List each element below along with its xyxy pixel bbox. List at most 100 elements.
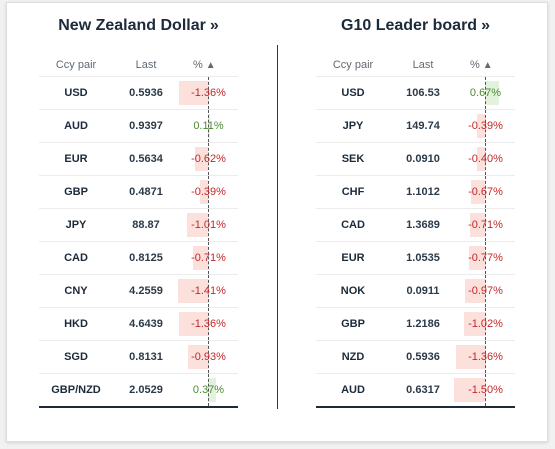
last-column-header[interactable]: Last [412,59,434,71]
table-row[interactable]: GBP/NZD 2.0529 0.37% [39,373,238,406]
ccy-pair-cell: CNY [64,285,88,297]
last-price-cell: 1.3689 [406,219,440,231]
change-bar [464,279,485,303]
change-bar [199,180,208,204]
zero-axis-line [208,308,209,340]
last-price-cell: 4.2559 [129,285,163,297]
change-bar [193,246,208,270]
ccy-pair-cell: GBP [341,318,365,330]
double-chevron-right-icon: » [481,17,490,34]
zero-axis-line [485,110,486,142]
ccy-pair-cell: USD [341,87,365,99]
zero-axis-line [485,374,486,406]
nzd-table-bottom-rule [39,406,238,408]
last-price-cell: 2.0529 [129,384,163,396]
ccy-pair-cell: SEK [341,153,365,165]
percent-change-value: -0.71% [468,219,503,231]
percent-change-cell: -0.39% [179,176,238,208]
table-row[interactable]: JPY 88.87 -1.01% [39,208,238,241]
percent-change-cell: -1.36% [179,77,238,109]
table-row[interactable]: CAD 1.3689 -0.71% [316,208,515,241]
change-bar [476,114,485,138]
table-row[interactable]: USD 0.5936 -1.36% [39,76,238,109]
percent-change-cell: -0.62% [179,143,238,175]
percent-change-cell: 0.11% [179,110,238,142]
percent-change-value: -1.01% [191,219,226,231]
g10-table-body: USD 106.53 0.67% JPY 149.74 -0.39% SEK 0.0910 -0… [316,76,515,406]
nzd-panel-title-link[interactable]: New Zealand Dollar» [39,11,238,41]
g10-panel-title-link[interactable]: G10 Leader board» [316,11,515,41]
zero-axis-line [208,374,209,406]
percent-change-value: -0.62% [191,153,226,165]
table-row[interactable]: EUR 1.0535 -0.77% [316,241,515,274]
table-row[interactable]: NOK 0.0911 -0.97% [316,274,515,307]
change-bar [208,114,211,138]
percent-change-value: -1.02% [468,318,503,330]
percent-change-value: -0.71% [191,252,226,264]
zero-axis-line [208,341,209,373]
zero-axis-line [485,308,486,340]
table-row[interactable]: EUR 0.5634 -0.62% [39,142,238,175]
percent-change-value: 0.37% [192,384,225,396]
ccy-pair-cell: AUD [64,120,88,132]
table-row[interactable]: SEK 0.0910 -0.40% [316,142,515,175]
change-bar [188,345,208,369]
nzd-table-body: USD 0.5936 -1.36% AUD 0.9397 0.11% EUR 0.5634 -0… [39,76,238,406]
zero-axis-line [208,242,209,274]
percent-change-value: -0.40% [468,153,503,165]
last-price-cell: 0.8125 [129,252,163,264]
g10-panel: G10 Leader board» Ccy pair Last % ▲ USD 10… [316,11,515,408]
table-row[interactable]: CNY 4.2559 -1.41% [39,274,238,307]
zero-axis-line [208,143,209,175]
last-price-cell: 0.0910 [406,153,440,165]
percent-change-cell: -1.02% [456,308,515,340]
percent-change-cell: -1.50% [453,374,515,406]
table-row[interactable]: NZD 0.5936 -1.36% [316,340,515,373]
zero-axis-line [208,275,209,307]
percent-header-label: % [470,59,480,71]
double-chevron-right-icon: » [209,17,219,34]
table-row[interactable]: CAD 0.8125 -0.71% [39,241,238,274]
change-bar [194,147,208,171]
table-row[interactable]: AUD 0.9397 0.11% [39,109,238,142]
panel-divider [277,45,278,409]
percent-change-value: -0.77% [468,252,503,264]
zero-axis-line [485,143,486,175]
last-price-cell: 0.4871 [129,186,163,198]
last-price-cell: 106.53 [406,87,440,99]
change-bar [186,213,208,237]
table-row[interactable]: USD 106.53 0.67% [316,76,515,109]
percent-change-cell: -0.77% [456,242,515,274]
change-bar [179,81,208,105]
table-row[interactable]: HKD 4.6439 -1.36% [39,307,238,340]
last-price-cell: 1.0535 [406,252,440,264]
ccy-pair-cell: EUR [341,252,365,264]
ccy-pair-column-header[interactable]: Ccy pair [332,59,374,71]
table-row[interactable]: CHF 1.1012 -0.67% [316,175,515,208]
sort-ascending-icon: ▲ [205,60,216,71]
change-bar [470,213,485,237]
ccy-pair-cell: JPY [342,120,364,132]
table-row[interactable]: JPY 149.74 -0.39% [316,109,515,142]
nzd-panel-title: New Zealand Dollar [58,17,206,34]
last-price-cell: 0.6317 [406,384,440,396]
percent-change-cell: -1.36% [179,308,238,340]
last-column-header[interactable]: Last [135,59,157,71]
percent-change-value: 0.11% [193,120,224,132]
ccy-pair-cell: SGD [64,351,88,363]
percent-change-value: -0.97% [468,285,503,297]
change-bar [463,312,485,336]
ccy-pair-column-header[interactable]: Ccy pair [55,59,97,71]
zero-axis-line [208,77,209,109]
table-row[interactable]: GBP 0.4871 -0.39% [39,175,238,208]
table-row[interactable]: GBP 1.2186 -1.02% [316,307,515,340]
table-row[interactable]: AUD 0.6317 -1.50% [316,373,515,406]
g10-table-header: Ccy pair Last % ▲ [316,54,515,76]
zero-axis-line [485,242,486,274]
table-row[interactable]: SGD 0.8131 -0.93% [39,340,238,373]
percent-change-cell: -1.01% [179,209,238,241]
g10-table-bottom-rule [316,406,515,408]
percent-change-value: -0.39% [468,120,503,132]
percent-column-header[interactable]: % ▲ [456,59,515,71]
percent-column-header[interactable]: % ▲ [179,59,238,71]
